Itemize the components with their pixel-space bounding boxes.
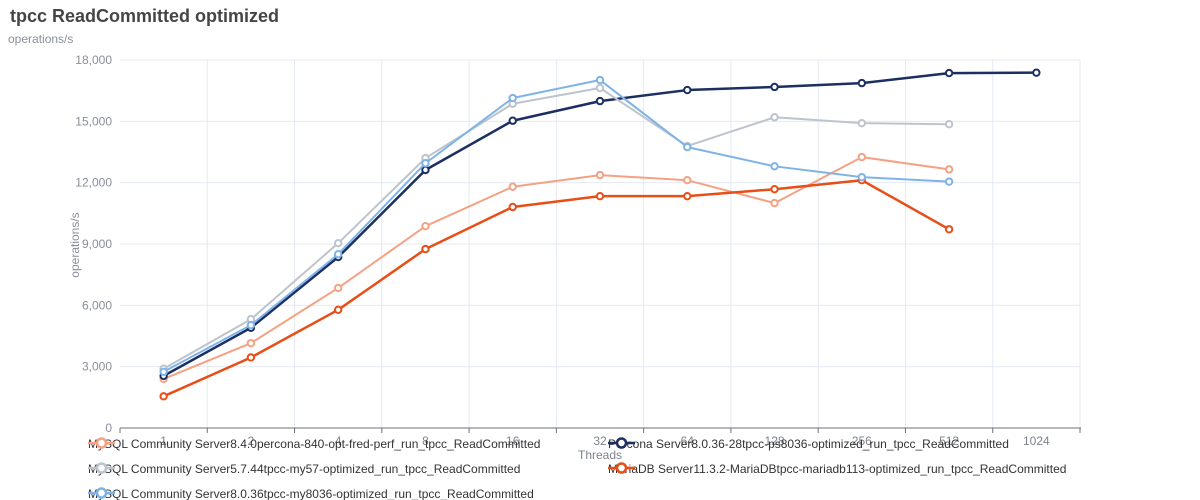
legend-item-2[interactable]: MySQL Community Server5.7.44tpcc-my57-op… (88, 461, 520, 477)
series-point-4[interactable] (159, 367, 168, 376)
series-point-0[interactable] (508, 182, 517, 191)
legend-line-marker-icon (88, 462, 115, 474)
series-point-2[interactable] (944, 119, 954, 129)
series-point-3[interactable] (683, 191, 692, 201)
series-point-4[interactable] (595, 75, 605, 85)
series-point-2[interactable] (333, 238, 343, 248)
y-tick-label: 6,000 (82, 298, 112, 312)
series-point-0[interactable] (683, 176, 692, 185)
series-point-2[interactable] (857, 118, 867, 128)
series-point-4[interactable] (770, 162, 779, 171)
series-point-3[interactable] (770, 185, 779, 194)
x-tick-label: 2 (248, 434, 255, 448)
series-line-4[interactable] (162, 79, 951, 373)
y-tick-label: 12,000 (75, 176, 112, 190)
legend-line-marker-icon (88, 437, 115, 449)
series-point-1[interactable] (421, 165, 430, 175)
series-point-1[interactable] (595, 96, 605, 106)
y-tick-label: 9,000 (82, 237, 112, 251)
y-tick-label: 15,000 (75, 114, 112, 128)
series-point-1[interactable] (508, 116, 517, 125)
x-tick-label: 1 (160, 434, 167, 448)
series-point-1[interactable] (770, 82, 779, 92)
legend-line-marker-icon (608, 462, 635, 474)
y-tick-label: 3,000 (82, 360, 112, 374)
series-point-2[interactable] (770, 113, 779, 122)
y-tick-label: 18,000 (75, 53, 112, 67)
legend-label: Percona Server8.0.36-28tpcc-ps8036-optim… (608, 437, 1009, 451)
series-point-4[interactable] (421, 159, 430, 168)
series-point-1[interactable] (944, 68, 954, 78)
series-point-0[interactable] (857, 152, 867, 162)
legend-label: MySQL Community Server8.0.36tpcc-my8036-… (88, 487, 534, 500)
x-tick-label: 32 (593, 434, 607, 448)
legend-line-marker-icon (608, 437, 635, 449)
series-point-3[interactable] (159, 392, 168, 401)
x-tick-label: 8 (422, 434, 429, 448)
legend-line-marker-icon (88, 487, 115, 499)
chart-title: tpcc ReadCommitted optimized (10, 6, 280, 26)
series-point-0[interactable] (421, 222, 430, 231)
legend-item-0[interactable]: MySQL Community Server8.4.0percona-840-o… (88, 436, 540, 452)
series-point-3[interactable] (944, 225, 954, 234)
series-point-0[interactable] (770, 198, 779, 208)
series-point-3[interactable] (508, 202, 517, 212)
series-point-4[interactable] (333, 250, 343, 259)
x-tick-label: 4 (335, 434, 342, 448)
series-point-4[interactable] (944, 177, 954, 186)
series-point-0[interactable] (944, 165, 954, 174)
x-tick-label: 256 (852, 434, 872, 448)
legend-label: MariaDB Server11.3.2-MariaDBtpcc-mariadb… (608, 462, 1067, 476)
legend-label: MySQL Community Server5.7.44tpcc-my57-op… (88, 462, 521, 476)
series-point-4[interactable] (508, 93, 517, 103)
series-point-1[interactable] (683, 85, 692, 95)
series-line-0[interactable] (162, 156, 951, 380)
series-point-0[interactable] (595, 170, 605, 180)
series-point-4[interactable] (246, 320, 256, 330)
series-point-4[interactable] (683, 142, 692, 152)
x-tick-label: 128 (765, 434, 785, 448)
legend-item-1[interactable]: Percona Server8.0.36-28tpcc-ps8036-optim… (608, 436, 1009, 452)
series-line-2[interactable] (162, 87, 951, 370)
legend-label: MySQL Community Server8.4.0percona-840-o… (88, 437, 541, 451)
y-tick-label: 0 (105, 421, 112, 435)
x-tick-label: 16 (506, 434, 520, 448)
series-line-3[interactable] (162, 178, 951, 398)
x-tick-label: 512 (939, 434, 959, 448)
series-point-3[interactable] (246, 353, 256, 362)
series-point-4[interactable] (857, 172, 867, 182)
series-point-0[interactable] (333, 283, 343, 293)
x-tick-label: 1024 (1023, 434, 1050, 448)
legend-item-3[interactable]: MariaDB Server11.3.2-MariaDBtpcc-mariadb… (608, 461, 1066, 477)
y-axis-units-label: operations/s (8, 32, 74, 46)
x-axis-name: Threads (577, 448, 623, 462)
series-point-3[interactable] (333, 305, 343, 315)
series-point-2[interactable] (595, 83, 605, 93)
series-point-3[interactable] (421, 244, 430, 254)
series-point-1[interactable] (857, 78, 867, 88)
x-tick-label: 64 (681, 434, 695, 448)
legend-item-4[interactable]: MySQL Community Server8.0.36tpcc-my8036-… (88, 486, 534, 500)
series-point-1[interactable] (1032, 68, 1041, 77)
series-point-0[interactable] (246, 338, 256, 348)
series-point-3[interactable] (595, 191, 605, 201)
